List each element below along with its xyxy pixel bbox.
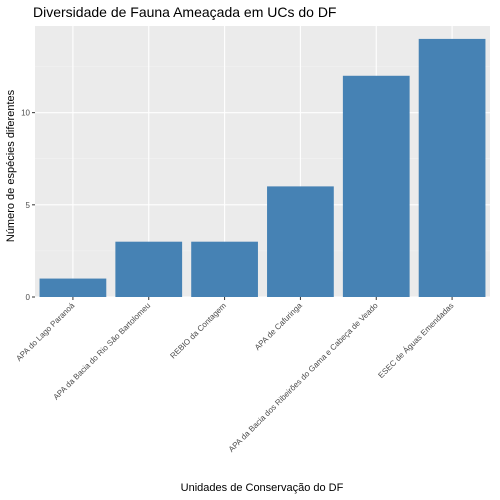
chart-title: Diversidade de Fauna Ameaçada em UCs do … — [33, 4, 336, 20]
bar — [191, 241, 258, 297]
x-axis-title: Unidades de Conservação do DF — [181, 482, 344, 494]
y-tick-label: 10 — [21, 109, 30, 118]
minor-gridlines — [35, 66, 490, 252]
bar — [39, 278, 107, 297]
x-tick-label: ESEC de Águas Emendadas — [376, 301, 455, 380]
plot-panel — [35, 26, 490, 297]
bar — [115, 241, 183, 297]
x-tick-label: APA de Cafuringa — [253, 301, 304, 352]
bar — [342, 75, 410, 297]
y-tick-label: 5 — [26, 201, 31, 210]
y-tick-label: 0 — [26, 293, 31, 302]
x-tick-label: REBIO da Contagem — [168, 301, 228, 361]
y-axis: 0 5 10 — [21, 109, 35, 302]
x-tick-label: APA do Lago Paranoá — [14, 301, 76, 363]
bar — [418, 38, 486, 298]
bars — [39, 38, 486, 298]
bar — [267, 186, 334, 297]
x-tick-label: APA da Bacia dos Ribeirões do Gama e Cab… — [227, 301, 380, 454]
y-axis-title: Número de espécies diferentes — [5, 89, 17, 242]
